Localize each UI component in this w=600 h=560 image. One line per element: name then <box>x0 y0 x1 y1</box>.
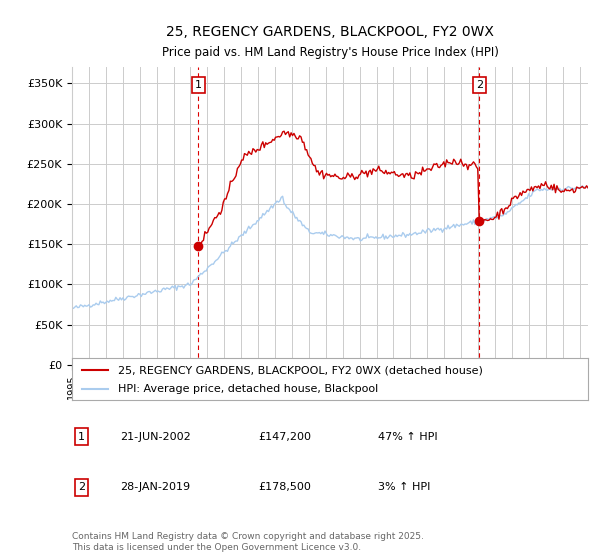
Text: 47% ↑ HPI: 47% ↑ HPI <box>378 432 437 442</box>
Text: 1: 1 <box>195 80 202 90</box>
Text: 2: 2 <box>476 80 483 90</box>
Text: 28-JAN-2019: 28-JAN-2019 <box>120 482 190 492</box>
Text: Price paid vs. HM Land Registry's House Price Index (HPI): Price paid vs. HM Land Registry's House … <box>161 46 499 59</box>
Text: Contains HM Land Registry data © Crown copyright and database right 2025.
This d: Contains HM Land Registry data © Crown c… <box>72 532 424 552</box>
Text: 2: 2 <box>78 482 85 492</box>
Text: 21-JUN-2002: 21-JUN-2002 <box>120 432 191 442</box>
Text: £178,500: £178,500 <box>258 482 311 492</box>
Text: 25, REGENCY GARDENS, BLACKPOOL, FY2 0WX (detached house): 25, REGENCY GARDENS, BLACKPOOL, FY2 0WX … <box>118 365 484 375</box>
Text: HPI: Average price, detached house, Blackpool: HPI: Average price, detached house, Blac… <box>118 384 379 394</box>
Text: £147,200: £147,200 <box>258 432 311 442</box>
Text: 1: 1 <box>78 432 85 442</box>
Text: 3% ↑ HPI: 3% ↑ HPI <box>378 482 430 492</box>
Text: 25, REGENCY GARDENS, BLACKPOOL, FY2 0WX: 25, REGENCY GARDENS, BLACKPOOL, FY2 0WX <box>166 25 494 39</box>
